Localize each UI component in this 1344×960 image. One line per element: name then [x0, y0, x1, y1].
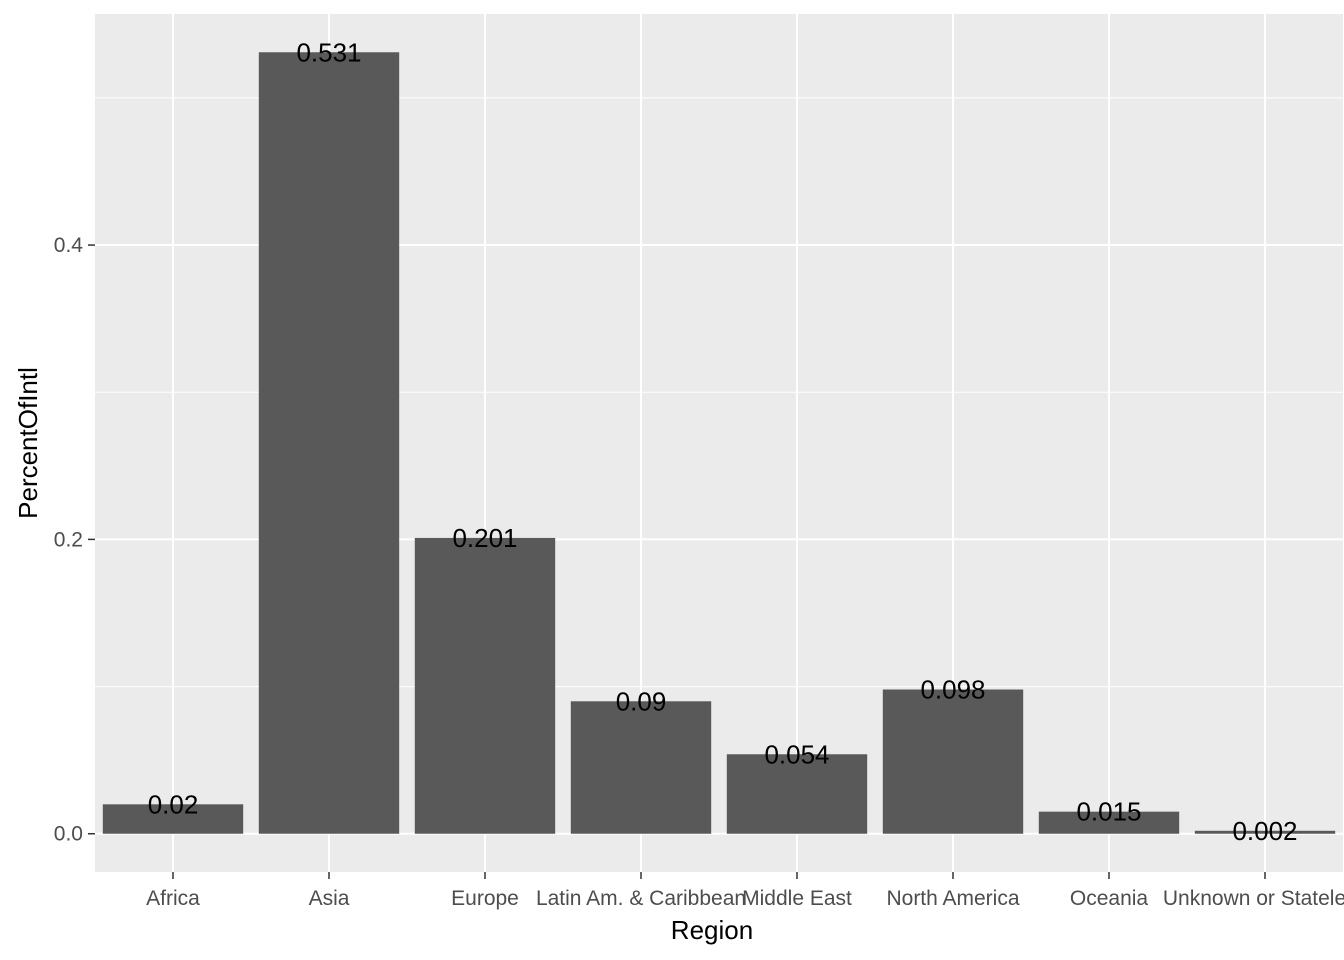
bars [102, 52, 1336, 834]
y-axis: 0.0 0.2 0.4 [54, 234, 95, 846]
data-labels: 0.02 0.531 0.201 0.09 0.054 0.098 0.015 0.002 [148, 37, 1298, 846]
bar-value-label: 0.015 [1076, 797, 1141, 827]
x-tick-label: Asia [309, 887, 350, 910]
bar-value-label: 0.531 [296, 37, 361, 67]
bar [726, 754, 868, 834]
bar-value-label: 0.09 [616, 686, 667, 716]
x-tick-label: Africa [146, 887, 200, 910]
x-axis-title: Region [671, 915, 753, 945]
y-tick-label: 0.0 [54, 823, 83, 846]
x-tick-label: Unknown or Stateless [1163, 887, 1344, 910]
bar-value-label: 0.201 [452, 523, 517, 553]
x-tick-label: Europe [451, 887, 519, 910]
x-tick-label: Oceania [1070, 887, 1149, 910]
bar-value-label: 0.098 [920, 675, 985, 705]
y-tick-label: 0.4 [54, 234, 84, 257]
bar [570, 701, 712, 834]
bar-value-label: 0.02 [148, 789, 199, 819]
x-tick-label: Middle East [742, 887, 852, 910]
y-axis-title: PercentOfIntl [13, 367, 43, 519]
bar [882, 689, 1024, 834]
bar-value-label: 0.002 [1232, 816, 1297, 846]
bar [414, 537, 556, 834]
bar [1194, 830, 1336, 834]
x-tick-label: Latin Am. & Caribbean [536, 887, 746, 910]
bar [102, 804, 244, 834]
bar-value-label: 0.054 [764, 739, 829, 769]
x-tick-label: North America [886, 887, 1019, 910]
bar [258, 52, 400, 834]
x-axis: Africa Asia Europe Latin Am. & CaribbeanMid… [146, 872, 1344, 910]
y-tick-label: 0.2 [54, 528, 83, 551]
bar [1038, 811, 1180, 834]
